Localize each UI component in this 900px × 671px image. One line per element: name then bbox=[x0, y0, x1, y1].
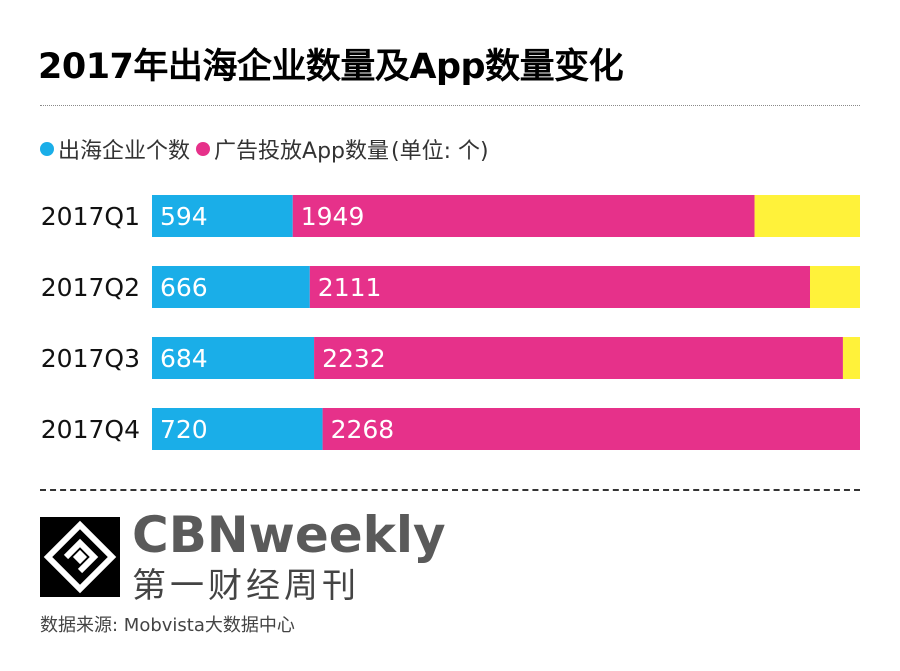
brand-name-en: CBNweekly bbox=[132, 506, 446, 564]
legend-label-apps: 广告投放App数量 bbox=[214, 139, 389, 164]
bar-companies-2017Q2 bbox=[152, 266, 310, 308]
category-label-2017Q1: 2017Q1 bbox=[41, 202, 140, 231]
legend-swatch-blue bbox=[40, 142, 54, 156]
bar-companies-2017Q4 bbox=[152, 408, 323, 450]
stacked-bar-chart: 2017Q1 594 1949 2017Q2 666 2111 2017Q3 684 2232 2… bbox=[41, 195, 860, 450]
legend-item-apps: 广告投放App数量 (单位: 个) bbox=[196, 133, 489, 165]
category-label-2017Q3: 2017Q3 bbox=[41, 344, 140, 373]
category-label-2017Q4: 2017Q4 bbox=[41, 415, 140, 444]
data-label-companies-2017Q4: 720 bbox=[160, 415, 208, 444]
legend-item-companies: 出海企业个数 bbox=[40, 133, 190, 165]
legend-swatch-magenta bbox=[196, 142, 211, 156]
data-label-apps-2017Q2: 2111 bbox=[318, 273, 382, 302]
cbn-logo-icon bbox=[43, 520, 117, 594]
data-label-apps-2017Q1: 1949 bbox=[301, 202, 365, 231]
bar-remainder-2017Q1 bbox=[754, 195, 860, 237]
title-divider bbox=[40, 105, 860, 106]
data-label-companies-2017Q2: 666 bbox=[160, 273, 208, 302]
data-label-apps-2017Q3: 2232 bbox=[322, 344, 386, 373]
bar-companies-2017Q3 bbox=[152, 337, 315, 379]
footer-divider bbox=[40, 489, 860, 491]
bar-companies-2017Q1 bbox=[152, 195, 293, 237]
bar-remainder-2017Q3 bbox=[842, 337, 860, 379]
bar-apps-2017Q4 bbox=[322, 408, 860, 450]
bar-remainder-2017Q2 bbox=[810, 266, 860, 308]
source-note: 数据来源: Mobvista大数据中心 bbox=[40, 615, 295, 636]
bar-apps-2017Q1 bbox=[292, 195, 755, 237]
legend: 出海企业个数 广告投放App数量 (单位: 个) bbox=[40, 133, 495, 165]
bar-apps-2017Q2 bbox=[309, 266, 811, 308]
data-label-companies-2017Q1: 594 bbox=[160, 202, 208, 231]
cbn-logo bbox=[40, 517, 120, 597]
category-label-2017Q2: 2017Q2 bbox=[41, 273, 140, 302]
legend-label-companies: 出海企业个数 bbox=[58, 139, 191, 164]
bar-apps-2017Q3 bbox=[314, 337, 843, 379]
chart-title: 2017年出海企业数量及App数量变化 bbox=[38, 47, 624, 87]
data-label-companies-2017Q3: 684 bbox=[160, 344, 208, 373]
data-label-apps-2017Q4: 2268 bbox=[331, 415, 395, 444]
legend-unit: (单位: 个) bbox=[391, 139, 489, 164]
brand-name-cn: 第一财经周刊 bbox=[132, 566, 360, 606]
